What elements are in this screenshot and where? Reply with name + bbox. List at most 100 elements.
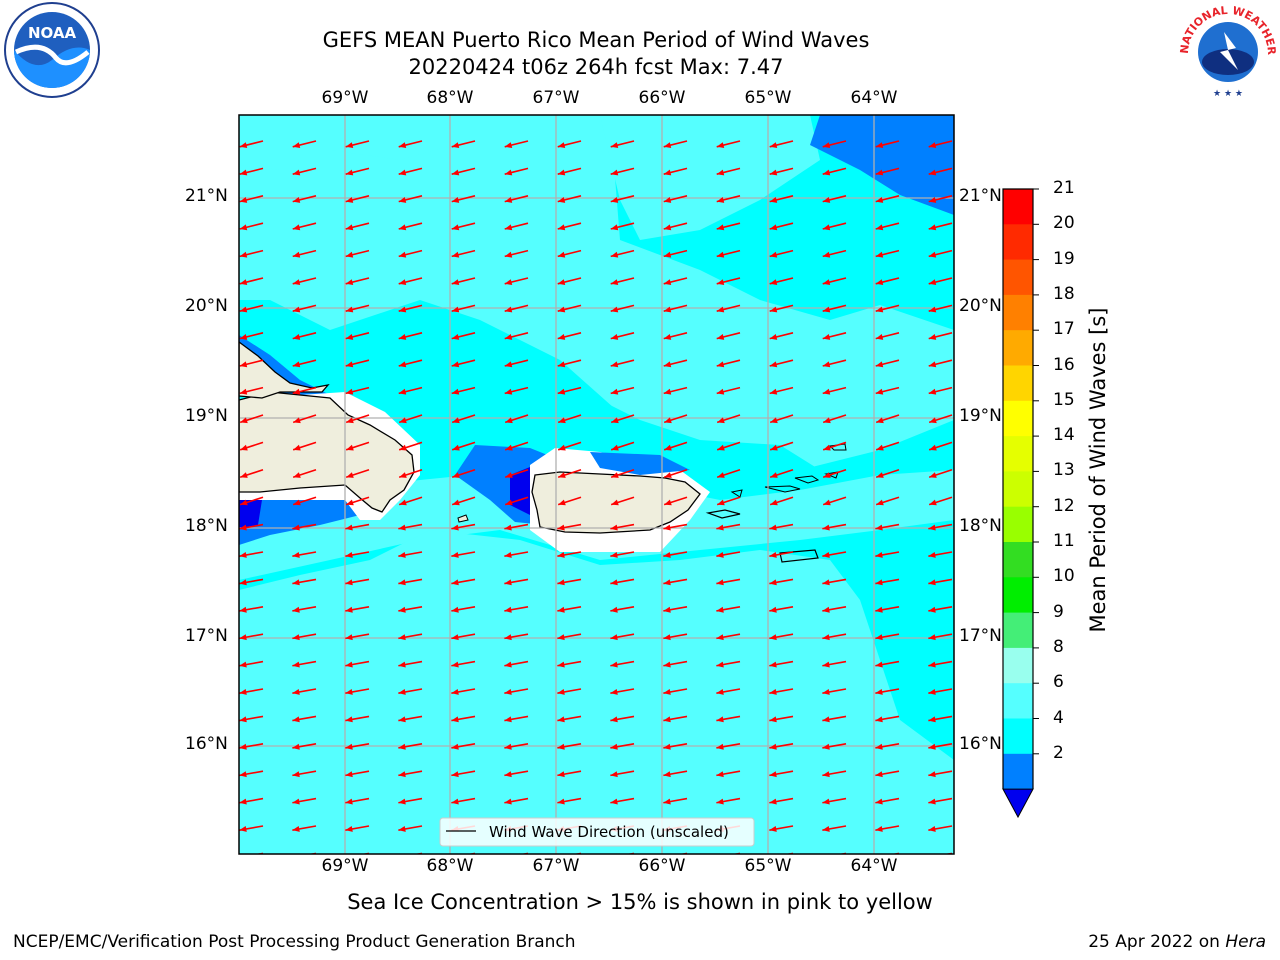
wind-wave-arrow	[292, 277, 317, 286]
wind-wave-arrow	[928, 359, 953, 368]
lon-label-top: 65°W	[744, 88, 792, 108]
wind-wave-arrow	[928, 469, 953, 478]
wind-wave-arrow	[928, 715, 953, 723]
lon-label-top: 67°W	[532, 88, 580, 108]
colorbar-tick-label: 11	[1053, 531, 1075, 551]
wind-wave-arrow	[451, 441, 476, 451]
wind-wave-arrow	[716, 523, 741, 531]
colorbar-segment	[1003, 224, 1033, 261]
wind-wave-arrow	[239, 414, 264, 424]
wind-wave-arrow	[663, 633, 688, 641]
wind-wave-arrow	[345, 633, 370, 641]
colorbar-segment	[1003, 542, 1033, 578]
wind-wave-arrow	[716, 359, 741, 368]
svg-text:★ ★ ★: ★ ★ ★	[1213, 89, 1243, 99]
wind-wave-arrow	[875, 140, 900, 149]
wind-wave-arrow	[239, 825, 264, 832]
wind-wave-arrow	[610, 277, 635, 286]
wind-wave-arrow	[769, 277, 794, 286]
wind-wave-arrow	[716, 633, 741, 641]
wind-wave-arrow	[716, 496, 741, 506]
wind-wave-arrow	[504, 660, 529, 668]
wind-wave-arrow	[875, 578, 900, 586]
wind-wave-arrow	[769, 359, 794, 368]
wind-wave-arrow	[292, 414, 317, 424]
wind-wave-arrow	[504, 414, 529, 424]
colorbar-tick-label: 18	[1053, 283, 1075, 304]
wind-wave-arrow	[610, 359, 635, 368]
wind-wave-arrow	[875, 195, 900, 203]
wind-wave-arrow	[663, 551, 688, 558]
wind-wave-arrow	[239, 715, 264, 723]
wind-wave-arrow	[504, 469, 529, 478]
colorbar-label: Mean Period of Wind Waves [s]	[1086, 307, 1110, 633]
wind-wave-arrow	[557, 441, 582, 451]
lat-label-right: 21°N	[959, 186, 1002, 206]
colorbar-segment	[1003, 577, 1033, 614]
lat-label-left: 17°N	[185, 626, 228, 646]
wind-wave-arrow	[239, 441, 264, 451]
colorbar-segment	[1003, 330, 1033, 366]
wind-wave-arrow	[239, 222, 264, 231]
lon-label-top: 64°W	[850, 88, 898, 108]
wind-wave-arrow	[345, 222, 370, 231]
wind-wave-arrow	[822, 688, 847, 695]
wind-wave-arrow	[451, 551, 476, 558]
wind-wave-arrow	[398, 469, 423, 478]
wind-wave-arrow	[769, 551, 794, 558]
wind-wave-arrow	[928, 660, 953, 668]
lat-label-left: 18°N	[185, 516, 228, 536]
footer-host: Hera	[1225, 932, 1266, 952]
wind-wave-arrow	[345, 551, 370, 558]
wind-wave-arrow	[769, 688, 794, 695]
wind-wave-arrows	[239, 140, 953, 854]
wind-wave-arrow	[822, 359, 847, 368]
wind-wave-arrow	[292, 304, 317, 313]
wind-wave-arrow	[451, 359, 476, 368]
wind-wave-arrow	[928, 277, 953, 286]
colorbar-tick-label: 14	[1053, 425, 1075, 446]
wind-wave-arrow	[451, 469, 476, 478]
wind-wave-arrow	[610, 441, 635, 451]
wind-wave-arrow	[822, 578, 847, 586]
lon-label-bottom: 65°W	[744, 856, 792, 876]
wind-wave-arrow	[822, 414, 847, 424]
wind-wave-arrow	[716, 222, 741, 231]
wind-wave-arrow	[398, 195, 423, 203]
wind-wave-arrow	[875, 523, 900, 531]
wind-wave-arrow	[504, 496, 529, 506]
wind-wave-arrow	[398, 578, 423, 586]
wind-wave-arrow	[451, 195, 476, 203]
colorbar-tick-label: 16	[1053, 354, 1075, 375]
wind-wave-arrow	[610, 167, 635, 176]
wind-wave-arrow	[769, 715, 794, 723]
lon-label-bottom: 67°W	[532, 856, 580, 876]
wind-wave-arrow	[663, 332, 688, 340]
wind-wave-arrow	[557, 770, 582, 778]
wind-wave-arrow	[716, 167, 741, 176]
wind-wave-arrow	[239, 633, 264, 641]
colorbar-segment	[1003, 294, 1033, 331]
wind-wave-arrow	[345, 414, 370, 424]
wind-wave-arrow	[875, 441, 900, 451]
wind-wave-arrow	[239, 743, 264, 750]
colorbar-segment	[1003, 612, 1033, 649]
footer-credit: NCEP/EMC/Verification Post Processing Pr…	[13, 932, 576, 952]
wind-wave-arrow	[451, 715, 476, 723]
wind-wave-arrow	[557, 551, 582, 558]
colorbar-tick-label: 2	[1053, 742, 1064, 763]
wind-wave-arrow	[398, 249, 423, 258]
wind-wave-arrow	[822, 441, 847, 451]
wind-wave-arrow	[557, 332, 582, 340]
wind-wave-arrow	[557, 222, 582, 231]
wind-wave-arrow	[769, 441, 794, 451]
wind-wave-arrow	[928, 825, 953, 832]
wind-wave-arrow	[610, 688, 635, 695]
wind-wave-arrow	[345, 469, 370, 478]
wind-wave-arrow	[769, 578, 794, 586]
wind-wave-arrow	[610, 633, 635, 641]
wind-wave-arrow	[928, 633, 953, 641]
arrow-legend: Wind Wave Direction (unscaled)	[439, 817, 755, 847]
wind-wave-arrow	[663, 770, 688, 778]
wind-wave-arrow	[504, 222, 529, 231]
